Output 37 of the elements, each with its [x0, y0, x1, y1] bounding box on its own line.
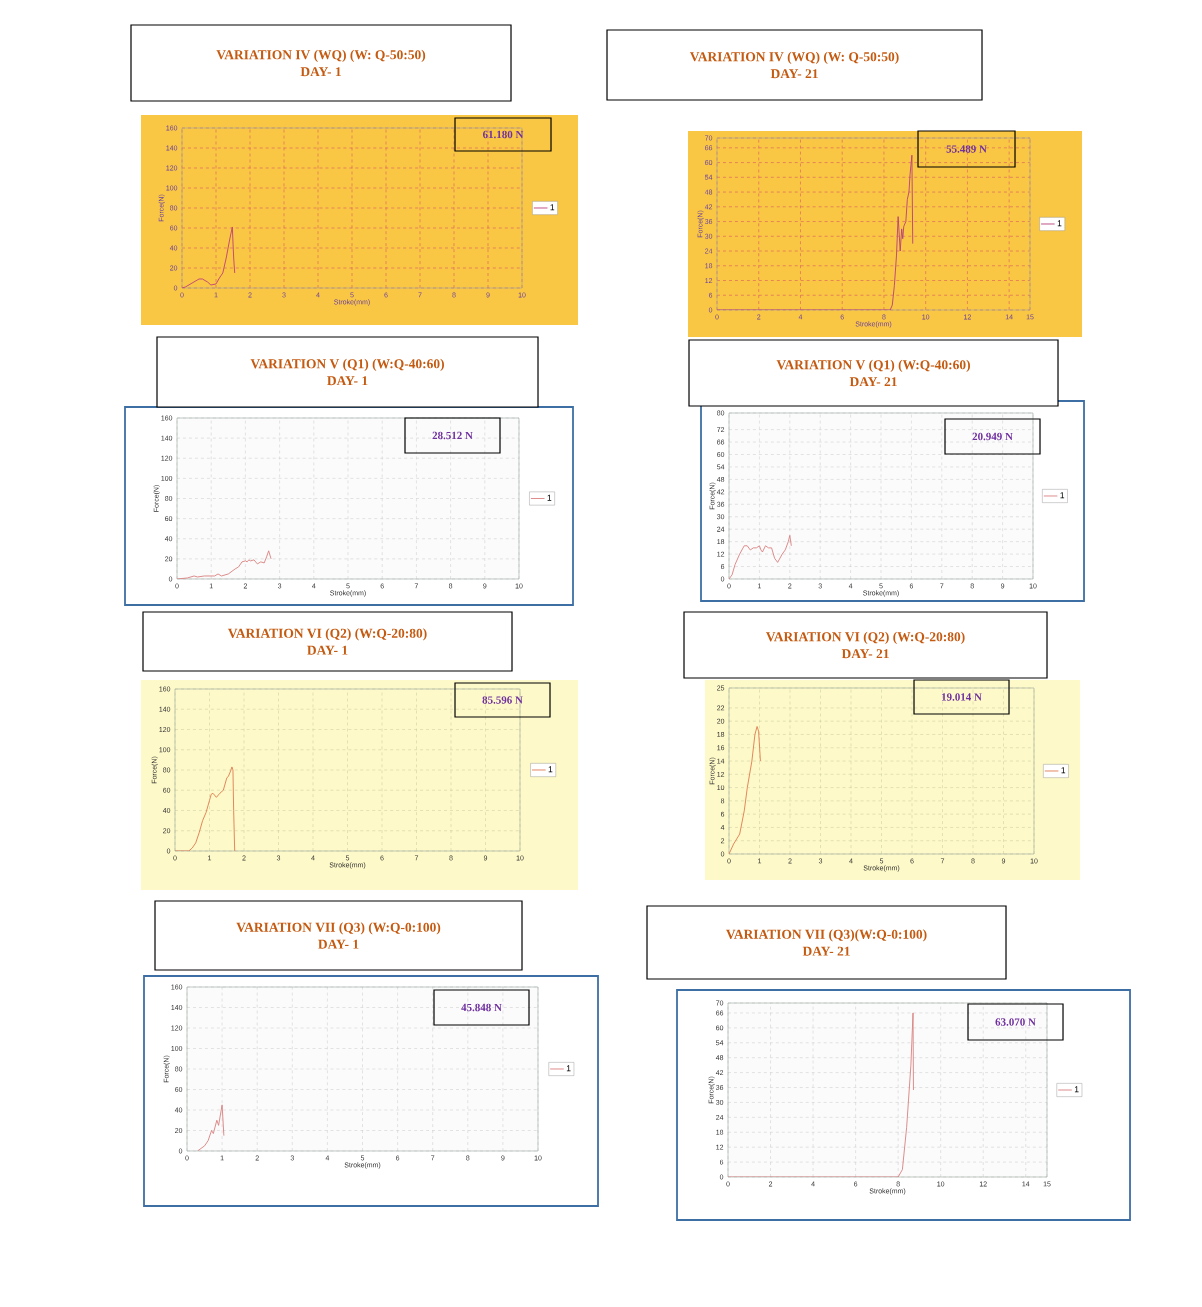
line-series [729, 726, 761, 854]
legend-label: 1 [1057, 220, 1062, 227]
legend-label: 1 [1060, 492, 1065, 499]
chart-subtitle: DAY- 1 [307, 645, 348, 655]
chart-subtitle: DAY- 1 [327, 376, 368, 386]
chart-subtitle: DAY- 21 [802, 946, 850, 956]
annotation: 45.848 N [461, 1003, 502, 1012]
chart-title: VARIATION VI (Q2) (W:Q-20:80) [765, 631, 965, 645]
legend-label: 1 [1061, 767, 1066, 774]
annotation: 20.949 N [972, 432, 1013, 441]
annotation: 85.596 N [482, 696, 523, 704]
annotation: 19.014 N [941, 693, 982, 701]
chart-subtitle: DAY- 21 [770, 69, 818, 79]
annotation: 63.070 N [995, 1018, 1036, 1026]
chart-title: VARIATION VII (Q3)(W:Q-0:100) [726, 929, 927, 942]
annotation: 61.180 N [482, 130, 524, 139]
annotation: 28.512 N [432, 431, 473, 440]
chart-title: VARIATION VII (Q3) (W:Q-0:100) [236, 922, 441, 935]
legend-label: 1 [548, 766, 553, 773]
line-series [175, 766, 236, 851]
chart-subtitle: DAY- 1 [318, 939, 359, 949]
chart-title: VARIATION VI (Q2) (W:Q-20:80) [227, 628, 427, 641]
legend-label: 1 [550, 204, 555, 211]
line-series [728, 1012, 914, 1177]
legend-label: 1 [566, 1065, 571, 1072]
chart-subtitle: DAY- 21 [849, 377, 897, 387]
legend-label: 1 [547, 494, 552, 501]
chart-subtitle: DAY- 1 [300, 67, 341, 77]
legend-label: 1 [1074, 1086, 1079, 1093]
line-series [197, 1104, 225, 1151]
chart-subtitle: DAY- 21 [841, 649, 889, 659]
chart-title: VARIATION V (Q1) (W:Q-40:60) [250, 358, 444, 372]
chart-title: VARIATION V (Q1) (W:Q-40:60) [776, 359, 970, 373]
line-series [717, 154, 914, 310]
chart-title: VARIATION IV (WQ) (W: Q-50:50) [216, 49, 426, 63]
chart-title: VARIATION IV (WQ) (W: Q-50:50) [689, 51, 899, 65]
annotation: 55.489 N [946, 145, 987, 153]
